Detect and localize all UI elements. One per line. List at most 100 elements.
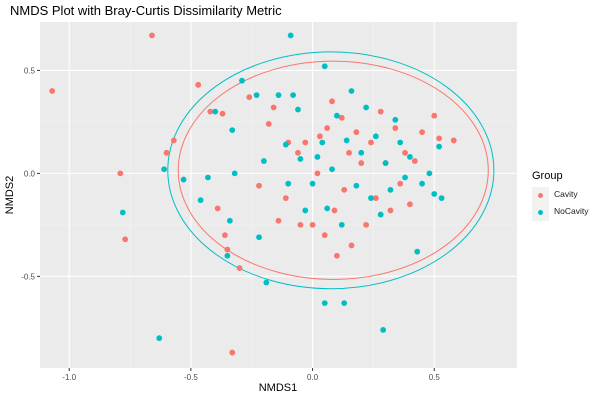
point-nocavity: [119, 209, 126, 216]
point-cavity: [397, 180, 404, 187]
point-nocavity: [224, 252, 231, 259]
point-nocavity: [314, 153, 321, 160]
ellipse-cavity: [177, 60, 489, 280]
point-cavity: [219, 110, 226, 117]
point-cavity: [402, 149, 408, 156]
point-nocavity: [338, 221, 345, 228]
point-nocavity: [297, 156, 304, 162]
y-tick-label: 0.5: [24, 66, 36, 75]
point-cavity: [392, 125, 399, 131]
point-cavity: [341, 186, 348, 193]
point-cavity: [346, 149, 352, 156]
point-cavity: [224, 246, 231, 253]
point-nocavity: [363, 104, 370, 111]
confidence-ellipses: [167, 51, 495, 290]
point-cavity: [246, 94, 253, 101]
point-cavity: [348, 242, 355, 249]
point-cavity: [450, 137, 457, 144]
x-axis-title: NMDS1: [259, 382, 298, 394]
point-cavity: [363, 221, 370, 228]
point-nocavity: [348, 88, 355, 94]
point-nocavity: [205, 174, 211, 181]
point-cavity: [282, 195, 289, 201]
point-nocavity: [212, 108, 219, 115]
point-nocavity: [156, 335, 163, 342]
point-nocavity: [329, 166, 335, 173]
point-nocavity: [414, 248, 421, 255]
point-nocavity: [231, 170, 238, 177]
point-cavity: [314, 170, 321, 177]
point-nocavity: [290, 92, 297, 99]
legend-key-cavity: [532, 187, 549, 204]
point-cavity: [295, 149, 301, 156]
point-cavity: [358, 160, 365, 166]
point-cavity: [297, 221, 304, 228]
legend-label-nocavity: NoCavity: [554, 206, 589, 216]
point-nocavity: [180, 176, 187, 183]
y-tick-label: -0.5: [21, 272, 35, 281]
point-nocavity: [380, 326, 387, 333]
point-cavity: [270, 104, 277, 111]
point-nocavity: [397, 139, 404, 146]
y-axis-title: NMDS2: [4, 176, 16, 215]
point-nocavity: [341, 300, 348, 307]
point-cavity: [331, 207, 338, 214]
point-nocavity: [260, 158, 267, 164]
point-cavity: [419, 129, 425, 136]
y-tick-label: 0.0: [24, 169, 36, 178]
point-cavity: [329, 98, 335, 105]
point-cavity: [411, 158, 418, 164]
point-cavity: [309, 221, 316, 228]
point-cavity: [122, 236, 129, 243]
point-nocavity: [321, 300, 328, 307]
legend-label-cavity: Cavity: [554, 189, 578, 199]
legend-item-cavity: Cavity: [532, 187, 600, 204]
data-points: [49, 32, 457, 356]
point-nocavity: [382, 160, 389, 166]
point-nocavity: [282, 141, 289, 148]
point-nocavity: [287, 32, 294, 39]
point-nocavity: [419, 180, 425, 187]
point-cavity: [338, 114, 345, 121]
point-cavity: [334, 252, 340, 259]
point-nocavity: [353, 182, 360, 189]
point-cavity: [275, 217, 282, 224]
point-nocavity: [309, 180, 316, 187]
point-nocavity: [275, 92, 282, 99]
point-cavity: [229, 349, 236, 356]
point-nocavity: [407, 153, 413, 160]
point-nocavity: [263, 279, 270, 286]
legend-item-nocavity: NoCavity: [532, 204, 600, 221]
point-nocavity: [334, 112, 340, 119]
point-cavity: [353, 129, 360, 136]
point-nocavity: [343, 137, 350, 144]
point-nocavity: [387, 186, 394, 193]
point-nocavity: [197, 197, 204, 204]
x-tick-label: -0.5: [184, 373, 198, 382]
point-nocavity: [324, 205, 331, 212]
point-nocavity: [229, 127, 236, 134]
point-cavity: [407, 201, 413, 208]
point-nocavity: [302, 207, 309, 214]
point-cavity: [324, 125, 331, 131]
ellipse-nocavity: [167, 51, 495, 290]
point-cavity: [387, 207, 394, 214]
point-nocavity: [253, 92, 260, 99]
point-cavity: [316, 133, 323, 140]
point-nocavity: [295, 106, 301, 113]
point-nocavity: [392, 116, 399, 123]
chart-title: NMDS Plot with Bray-Curtis Dissimilarity…: [10, 3, 282, 18]
point-cavity: [207, 108, 214, 115]
point-nocavity: [285, 180, 292, 187]
point-cavity: [377, 108, 384, 115]
point-cavity: [163, 149, 170, 156]
point-nocavity: [358, 149, 365, 156]
point-cavity: [436, 135, 443, 142]
plot-panel: [40, 22, 517, 368]
point-nocavity: [436, 143, 443, 150]
legend-dot-nocavity: [538, 210, 543, 215]
point-cavity: [321, 232, 328, 239]
point-nocavity: [431, 191, 438, 197]
